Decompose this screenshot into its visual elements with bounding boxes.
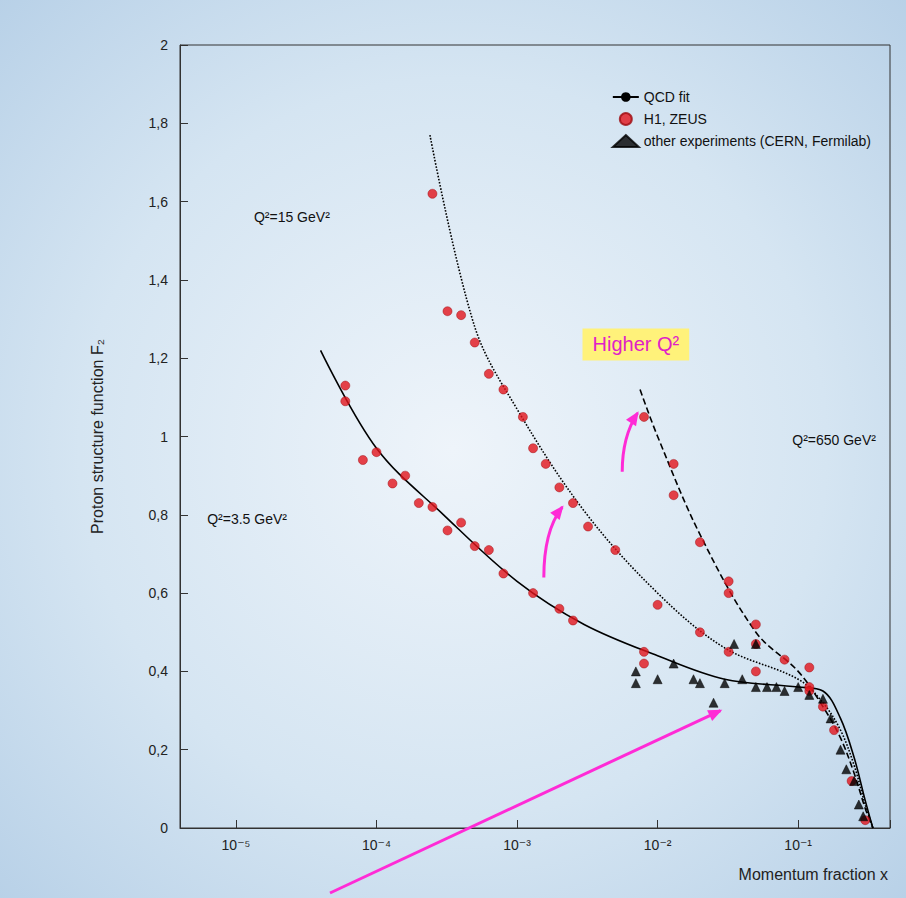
svg-text:0: 0 bbox=[160, 820, 168, 836]
svg-text:10⁻²: 10⁻² bbox=[644, 837, 672, 853]
svg-text:1: 1 bbox=[160, 429, 168, 445]
svg-text:other experiments (CERN, Fermi: other experiments (CERN, Fermilab) bbox=[644, 133, 871, 149]
svg-text:0,2: 0,2 bbox=[149, 742, 169, 758]
svg-text:1,6: 1,6 bbox=[149, 194, 169, 210]
svg-text:Momentum fraction x: Momentum fraction x bbox=[739, 866, 888, 883]
svg-text:10⁻⁴: 10⁻⁴ bbox=[362, 837, 391, 853]
svg-text:0,4: 0,4 bbox=[149, 663, 169, 679]
svg-text:Higher Q²: Higher Q² bbox=[592, 333, 679, 355]
svg-text:1,8: 1,8 bbox=[149, 115, 169, 131]
svg-text:Proton structure function F₂: Proton structure function F₂ bbox=[89, 339, 106, 534]
svg-text:10⁻¹: 10⁻¹ bbox=[784, 837, 812, 853]
svg-text:0,6: 0,6 bbox=[149, 585, 169, 601]
svg-text:Q²=3.5 GeV²: Q²=3.5 GeV² bbox=[207, 511, 287, 527]
svg-text:Q²=650 GeV²: Q²=650 GeV² bbox=[792, 432, 876, 448]
svg-text:H1, ZEUS: H1, ZEUS bbox=[644, 111, 707, 127]
svg-text:2: 2 bbox=[160, 37, 168, 53]
svg-text:0,8: 0,8 bbox=[149, 507, 169, 523]
svg-text:QCD fit: QCD fit bbox=[644, 89, 690, 105]
svg-text:10⁻³: 10⁻³ bbox=[503, 837, 531, 853]
svg-text:10⁻⁵: 10⁻⁵ bbox=[222, 837, 251, 853]
svg-text:1,4: 1,4 bbox=[149, 272, 169, 288]
svg-text:Q²=15 GeV²: Q²=15 GeV² bbox=[254, 209, 330, 225]
svg-text:1,2: 1,2 bbox=[149, 350, 169, 366]
